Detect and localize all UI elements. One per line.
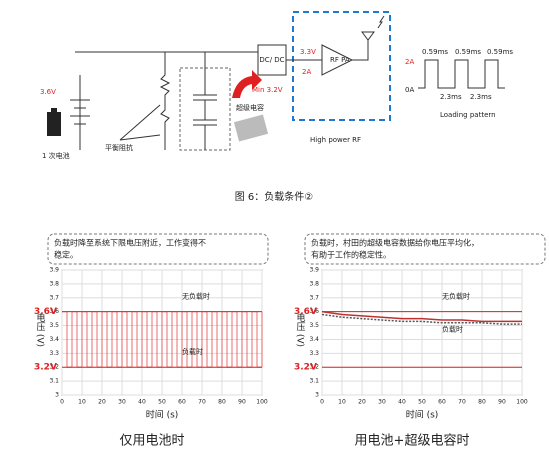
x-tick-label: 60 [438, 399, 446, 406]
arrow [232, 70, 262, 98]
x-tick-label: 70 [458, 399, 466, 406]
y-tick-label: 3.7 [49, 294, 59, 301]
rf-box [292, 11, 391, 121]
x-tick-label: 0 [60, 399, 64, 406]
label: DC/ DC [259, 56, 284, 64]
label: 0.59ms [487, 48, 513, 56]
callout-text: 负载时降至系统下限电压附近，工作变得不 [54, 238, 206, 248]
y-tick-label: 3.1 [309, 378, 319, 385]
x-tick-label: 80 [218, 399, 226, 406]
y-tick-label: 3.1 [49, 378, 59, 385]
circuit: 3.6V 1 次电池 平衡阻抗 超级电容 DC/ DC Min 3.2V 3.3… [40, 11, 513, 160]
x-tick-label: 30 [118, 399, 126, 406]
series-label: 负载时 [442, 324, 463, 333]
y-tick-label: 3.4 [309, 336, 319, 343]
x-tick-label: 100 [256, 399, 268, 406]
label: RF PA [330, 56, 350, 64]
label: 2A [405, 58, 414, 66]
label: 3.6V [40, 88, 56, 96]
x-tick-label: 20 [98, 399, 106, 406]
battery-icon [51, 108, 57, 112]
reference-label: 3.2V [294, 363, 317, 373]
x-tick-label: 90 [498, 399, 506, 406]
label: 2.3ms [440, 93, 462, 101]
antenna [352, 15, 385, 61]
reference-label: 3.6V [294, 307, 317, 317]
x-tick-label: 90 [238, 399, 246, 406]
x-tick-label: 100 [516, 399, 528, 406]
y-axis-label: 电压 (V) [295, 312, 306, 347]
x-tick-label: 40 [398, 399, 406, 406]
label: 3.3V [300, 48, 316, 56]
supercap-icon [233, 114, 269, 142]
pointer [119, 104, 161, 141]
x-tick-label: 60 [178, 399, 186, 406]
label: Min 3.2V [252, 86, 283, 94]
dcdc-box [257, 44, 287, 76]
series-label: 无负载时 [182, 292, 210, 301]
callout-text: 有助于工作的稳定性。 [311, 250, 391, 260]
label: 0A [405, 86, 414, 94]
battery-symbol [70, 99, 90, 125]
series-label: 无负载时 [442, 292, 470, 301]
x-axis-label: 时间 (s) [146, 409, 179, 421]
callout [47, 233, 269, 265]
x-tick-label: 10 [78, 399, 86, 406]
label: 2A [302, 68, 311, 76]
label: 0.59ms [422, 48, 448, 56]
y-tick-label: 3.9 [49, 267, 59, 274]
y-tick-label: 3 [315, 392, 319, 399]
y-tick-label: 3.2 [309, 364, 319, 371]
reference-label: 3.6V [34, 307, 57, 317]
y-tick-label: 3.8 [309, 280, 319, 287]
resistor [159, 52, 171, 150]
reference-label: 3.2V [34, 363, 57, 373]
label: 0.59ms [455, 48, 481, 56]
x-tick-label: 20 [358, 399, 366, 406]
x-tick-label: 80 [478, 399, 486, 406]
x-tick-label: 40 [138, 399, 146, 406]
x-tick-label: 50 [418, 399, 426, 406]
y-tick-label: 3.8 [49, 280, 59, 287]
callout-text: 负载时，村田的超级电容数据给你电压平均化， [311, 238, 479, 248]
label: 超级电容 [236, 103, 264, 112]
battery-icon [47, 112, 61, 136]
label: Loading pattern [440, 111, 496, 119]
callout-text: 稳定。 [54, 250, 78, 260]
y-tick-label: 3.7 [309, 294, 319, 301]
label: 平衡阻抗 [105, 143, 133, 152]
y-tick-label: 3.3 [49, 350, 59, 357]
y-tick-label: 3.6 [309, 308, 319, 315]
y-tick-label: 3 [55, 392, 59, 399]
caption: 图 6：负载条件② [235, 190, 314, 203]
y-tick-label: 3.5 [49, 322, 59, 329]
waveform [418, 59, 505, 89]
footer: 用电池+超级电容时 [355, 433, 470, 449]
callout [304, 233, 546, 265]
label: 1 次电池 [42, 151, 70, 160]
y-tick-label: 3.5 [309, 322, 319, 329]
pa [321, 44, 354, 76]
series-line [321, 310, 522, 323]
y-tick-label: 3.2 [49, 364, 59, 371]
label: 2.3ms [470, 93, 492, 101]
label: High power RF [310, 136, 361, 144]
y-axis-label: 电压 (V) [35, 312, 46, 347]
series-label: 负载时 [182, 347, 203, 356]
y-tick-label: 3.3 [309, 350, 319, 357]
x-tick-label: 50 [158, 399, 166, 406]
x-axis-label: 时间 (s) [406, 409, 439, 421]
x-tick-label: 10 [338, 399, 346, 406]
y-tick-label: 3.6 [49, 308, 59, 315]
capacitor [193, 52, 217, 150]
x-tick-label: 0 [320, 399, 324, 406]
footer: 仅用电池时 [119, 434, 184, 449]
y-tick-label: 3.4 [49, 336, 59, 343]
y-tick-label: 3.9 [309, 267, 319, 274]
x-tick-label: 70 [198, 399, 206, 406]
x-tick-label: 30 [378, 399, 386, 406]
